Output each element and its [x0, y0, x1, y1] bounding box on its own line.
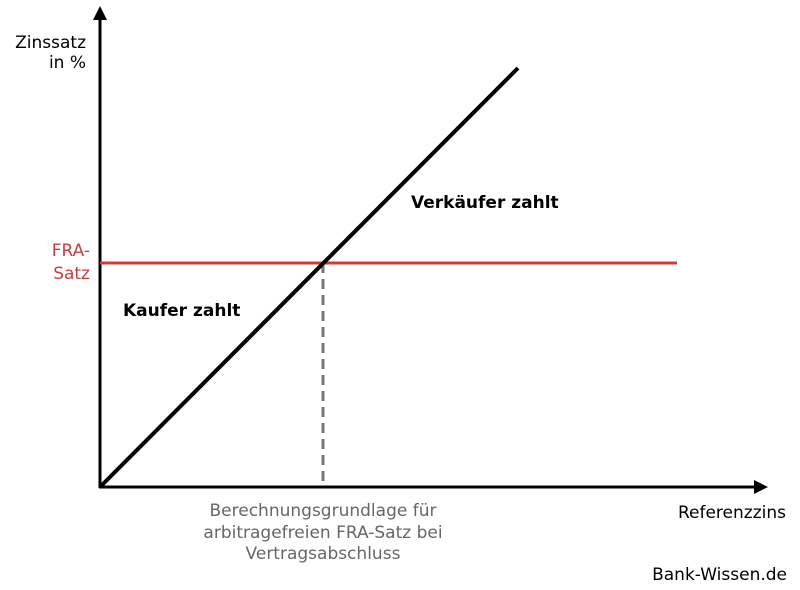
region-label: Verkäufer zahlt [411, 193, 559, 213]
source: Bank-Wissen.de [652, 565, 787, 585]
caption: Berechnungsgrundlage für [210, 501, 437, 521]
x-axis-label: Referenzzins [678, 503, 786, 523]
caption: arbitragefreien FRA-Satz bei [203, 523, 442, 543]
y-axis-label: Zinssatz [15, 33, 86, 53]
y-axis-arrow [93, 6, 107, 20]
fra-label: Satz [53, 264, 90, 284]
region-label: Kaufer zahlt [123, 301, 240, 321]
reference-line [98, 66, 520, 489]
fra-label: FRA- [52, 241, 90, 261]
caption: Vertragsabschluss [246, 544, 401, 564]
x-axis-arrow [754, 480, 768, 494]
y-axis-label: in % [49, 53, 86, 73]
